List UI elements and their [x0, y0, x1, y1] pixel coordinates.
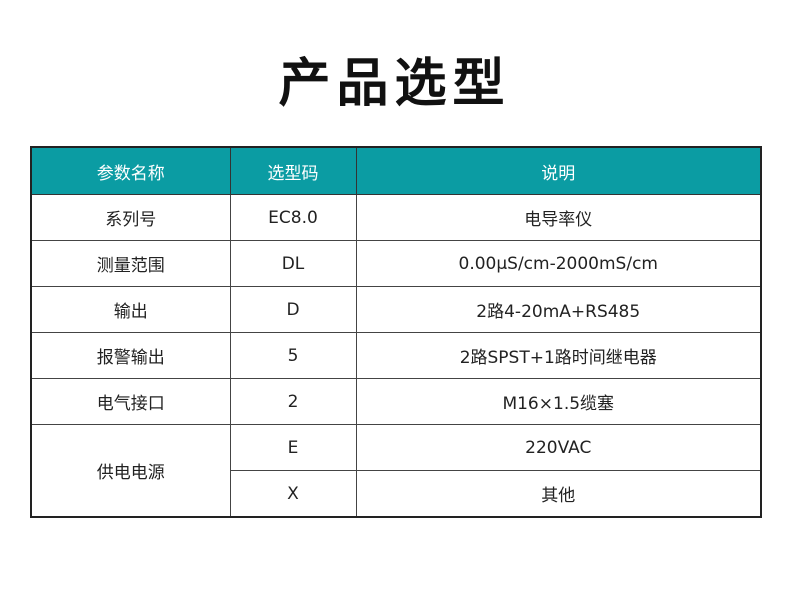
page-title: 产品选型	[278, 54, 511, 114]
selection-table: 参数名称 选型码 说明 系列号 EC8.0 电导率仪 测量范围 DL 0.00μ…	[30, 146, 762, 518]
header-code: 选型码	[229, 146, 357, 195]
table-row: 输出 D 2路4-20mA+RS485	[30, 286, 762, 333]
desc-cell: 2路4-20mA+RS485	[355, 286, 762, 333]
param-cell: 输出	[30, 286, 231, 333]
code-cell: 5	[229, 332, 357, 379]
param-cell: 报警输出	[30, 332, 231, 379]
table-header-row: 参数名称 选型码 说明	[30, 146, 762, 195]
table-row: X 其他	[31, 470, 762, 518]
table-row: 电气接口 2 M16×1.5缆塞	[30, 378, 762, 425]
param-cell: 电气接口	[30, 378, 231, 425]
code-cell: EC8.0	[229, 194, 357, 241]
desc-cell: 其他	[355, 470, 762, 518]
table-row: 报警输出 5 2路SPST+1路时间继电器	[30, 332, 762, 379]
param-cell: 测量范围	[30, 240, 231, 287]
code-cell: 2	[229, 378, 357, 425]
desc-cell: 0.00μS/cm-2000mS/cm	[355, 240, 762, 287]
param-cell: 供电电源	[30, 424, 231, 518]
param-cell: 系列号	[30, 194, 231, 241]
header-desc: 说明	[355, 146, 762, 195]
code-cell: DL	[229, 240, 357, 287]
desc-cell: 2路SPST+1路时间继电器	[355, 332, 762, 379]
code-cell: X	[229, 470, 357, 518]
desc-cell: 220VAC	[355, 424, 762, 471]
desc-cell: 电导率仪	[355, 194, 762, 241]
table-row: 供电电源 E 220VAC	[30, 424, 762, 518]
code-cell: D	[229, 286, 357, 333]
table-row: 系列号 EC8.0 电导率仪	[30, 194, 762, 241]
table-row: 测量范围 DL 0.00μS/cm-2000mS/cm	[30, 240, 762, 287]
code-cell: E	[229, 424, 357, 471]
header-param: 参数名称	[30, 146, 231, 195]
desc-cell: M16×1.5缆塞	[355, 378, 762, 425]
